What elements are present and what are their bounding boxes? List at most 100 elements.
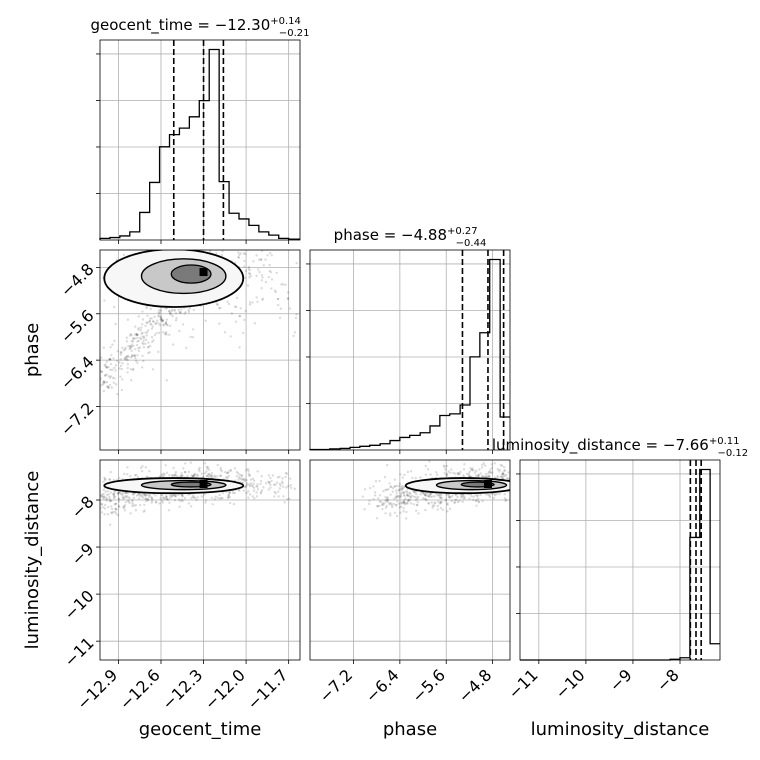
sample-point [192,473,196,477]
sample-point [165,213,167,215]
sample-point [131,498,134,502]
sample-point [219,466,222,470]
sample-point [144,493,147,497]
sample-point [161,330,165,334]
sample-point [255,296,258,299]
sample-point [530,486,532,488]
sample-point [392,503,396,506]
sample-point [449,471,452,474]
sample-point [270,479,273,483]
sample-point [438,494,442,498]
sample-point [124,358,127,361]
sample-point [468,470,471,473]
sample-point [76,479,78,481]
sample-point [424,508,427,512]
sample-point [203,493,206,496]
sample-point [87,394,89,396]
sample-point [248,301,252,304]
sample-point [196,221,198,223]
sample-point [445,493,448,497]
sample-point [390,502,393,505]
sample-point [380,503,384,507]
sample-point [118,505,121,509]
sample-point [401,476,404,479]
sample-point [474,474,478,477]
x-tick-label: −12.9 [73,665,121,713]
sample-point [472,469,475,472]
sample-point [256,300,259,304]
sample-point [515,482,517,484]
sample-point [273,289,277,292]
sample-point [90,395,92,397]
sample-point [103,477,107,481]
sample-point [196,247,198,249]
sample-point [402,510,405,513]
sample-point [477,473,481,476]
sample-point [289,484,292,487]
sample-point [206,467,209,470]
sample-point [165,497,169,500]
sample-point [268,263,271,267]
sample-point [546,497,548,499]
sample-point [195,473,199,477]
sample-point [125,494,129,498]
sample-point [110,499,113,503]
sample-point [542,487,544,489]
sample-point [90,392,92,394]
panel-frame [519,459,721,661]
sample-point [160,318,163,321]
x-tick-label: −10 [551,665,588,702]
sample-point [512,472,514,474]
sample-point [118,477,121,480]
sample-point [195,498,198,502]
sample-point [97,502,99,504]
sample-point [235,470,238,474]
sample-point [162,323,165,326]
sample-point [393,497,396,500]
sample-point [159,309,162,312]
sample-point [143,509,146,512]
sample-point [97,380,99,382]
sample-point [109,499,112,502]
sample-point [102,379,106,383]
sample-point [152,339,155,342]
diag-panel-luminosity_distance: luminosity_distance = −7.66+0.11 −0.12 [492,436,748,664]
sample-point [488,494,491,497]
sample-point [145,321,148,324]
sample-point [203,246,205,248]
sample-point [105,366,108,369]
sample-point [516,482,518,484]
sample-point [389,493,392,496]
sample-point [474,499,478,502]
sample-point [259,482,262,486]
sample-point [127,496,130,499]
sample-point [399,492,403,495]
sample-point [161,319,164,323]
sample-point [286,484,290,488]
diag-panel-phase: phase = −4.88+0.27 −0.44 [306,226,511,454]
sample-point [107,505,110,509]
sample-point [146,497,149,501]
sample-point [102,493,105,496]
sample-point [101,493,104,496]
sample-point [391,505,394,509]
sample-point [480,466,484,469]
sample-point [228,501,232,505]
sample-point [270,287,273,290]
sample-point [160,317,163,320]
sample-point [533,483,535,485]
sample-point [242,252,245,255]
sample-point [103,476,106,480]
sample-point [172,494,175,497]
sample-point [266,254,269,257]
sample-point [136,333,139,337]
sample-point [395,496,398,500]
sample-point [155,332,158,335]
sample-point [441,508,445,512]
sample-point [399,496,402,499]
sample-point [513,484,515,486]
sample-point [393,485,397,488]
sample-point [239,252,242,255]
sample-point [181,499,184,503]
sample-point [148,351,151,354]
